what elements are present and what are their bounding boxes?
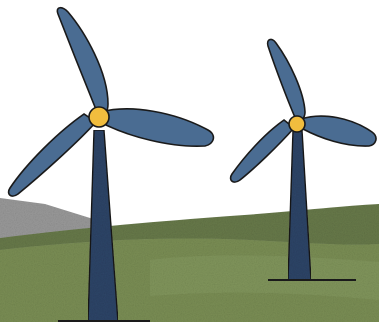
- left-turbine-blade-up: [56, 6, 109, 118]
- left-wind-turbine: [7, 6, 215, 322]
- left-turbine-blade-left: [7, 113, 98, 197]
- right-turbine-blade-right: [300, 115, 377, 147]
- grass-highlight: [150, 255, 379, 300]
- left-turbine-blade-right: [100, 108, 215, 148]
- right-turbine-hub: [288, 115, 306, 133]
- left-turbine-hub: [88, 106, 110, 128]
- right-turbine-blade-up: [266, 38, 306, 123]
- right-wind-turbine: [229, 38, 377, 281]
- left-turbine-tower: [87, 129, 119, 322]
- right-turbine-blade-left: [229, 119, 296, 183]
